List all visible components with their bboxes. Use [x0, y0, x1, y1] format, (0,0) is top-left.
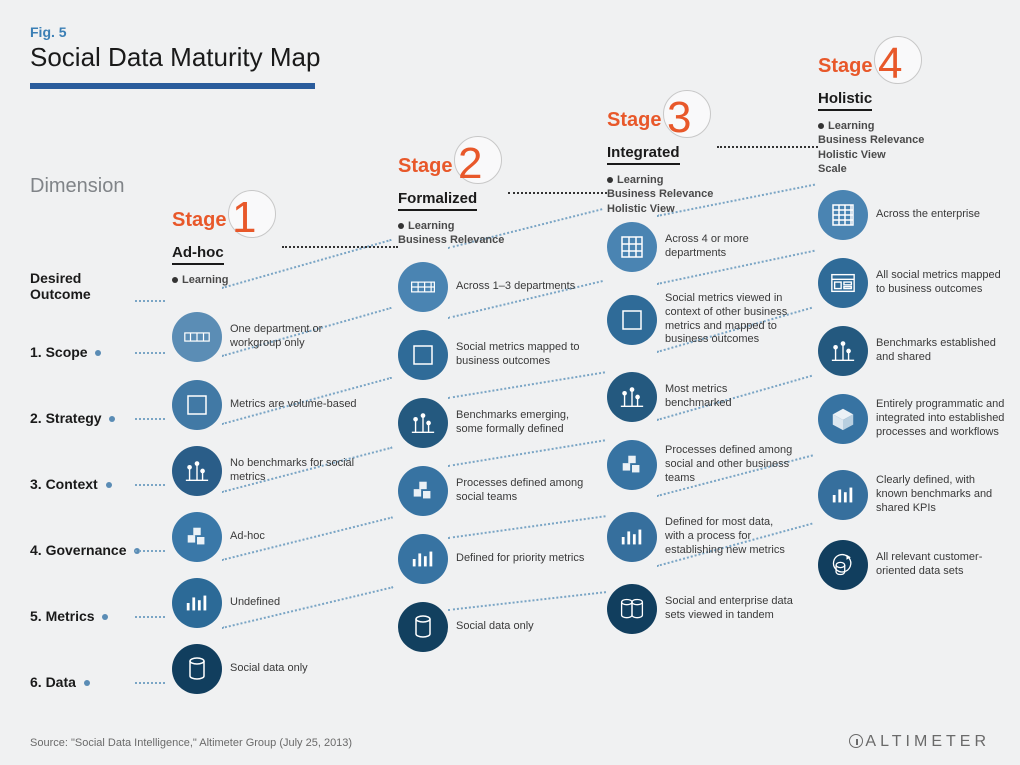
cell-text: Undefined — [230, 596, 280, 610]
maturity-cell: Entirely programmatic and integrated int… — [818, 394, 1006, 444]
cell-icon — [398, 398, 448, 448]
cell-text: One department or workgroup only — [230, 323, 360, 351]
cell-text: No benchmarks for social metrics — [230, 457, 360, 485]
cell-icon — [172, 446, 222, 496]
maturity-cell: Defined for priority metrics — [398, 534, 584, 584]
cell-icon — [607, 295, 657, 345]
cell-text: Across 1–3 departments — [456, 280, 575, 294]
cell-icon — [818, 394, 868, 444]
cell-icon — [818, 470, 868, 520]
stage-header: Stage 2 Formalized LearningBusiness Rele… — [398, 142, 588, 248]
cell-text: Social and enterprise data sets viewed i… — [665, 595, 795, 623]
cell-text: Social metrics mapped to business outcom… — [456, 341, 586, 369]
figure-label: Fig. 5 — [30, 24, 990, 40]
cell-icon — [607, 222, 657, 272]
brand-logo: ALTIMETER — [849, 733, 990, 751]
maturity-cell: One department or workgroup only — [172, 312, 360, 362]
maturity-cell: Across the enterprise — [818, 190, 980, 240]
maturity-cell: Social data only — [172, 644, 308, 694]
cell-icon — [398, 262, 448, 312]
cell-text: Most metrics benchmarked — [665, 383, 795, 411]
cell-text: Defined for most data, with a process fo… — [665, 516, 795, 557]
cell-text: All relevant customer-oriented data sets — [876, 551, 1006, 579]
cell-text: Social data only — [456, 620, 534, 634]
cell-text: All social metrics mapped to business ou… — [876, 269, 1006, 297]
maturity-cell: Processes defined among social teams — [398, 466, 586, 516]
cell-icon — [172, 644, 222, 694]
title-underline — [30, 83, 315, 89]
maturity-cell: All relevant customer-oriented data sets — [818, 540, 1006, 590]
maturity-cell: Most metrics benchmarked — [607, 372, 795, 422]
maturity-cell: Defined for most data, with a process fo… — [607, 512, 795, 562]
dimension-label: 5. Metrics — [30, 608, 108, 624]
cell-icon — [172, 312, 222, 362]
maturity-cell: Across 4 or more departments — [607, 222, 795, 272]
cell-text: Processes defined among social and other… — [665, 444, 795, 485]
cell-icon — [172, 512, 222, 562]
maturity-cell: No benchmarks for social metrics — [172, 446, 360, 496]
cell-text: Social metrics viewed in context of othe… — [665, 292, 795, 347]
maturity-cell: Metrics are volume-based — [172, 380, 357, 430]
stage-header: Stage 4 Holistic LearningBusiness Releva… — [818, 42, 1008, 176]
cell-text: Clearly defined, with known benchmarks a… — [876, 474, 1006, 515]
cell-text: Entirely programmatic and integrated int… — [876, 398, 1006, 439]
maturity-cell: Social metrics viewed in context of othe… — [607, 292, 795, 347]
cell-icon — [607, 584, 657, 634]
cell-text: Social data only — [230, 662, 308, 676]
cell-icon — [398, 602, 448, 652]
container: Fig. 5 Social Data Maturity Map Dimensio… — [0, 0, 1020, 765]
maturity-cell: Undefined — [172, 578, 280, 628]
stage-header: Stage 3 Integrated LearningBusiness Rele… — [607, 96, 797, 216]
cell-text: Benchmarks established and shared — [876, 337, 1006, 365]
maturity-cell: Social and enterprise data sets viewed i… — [607, 584, 795, 634]
dimension-label: 1. Scope — [30, 344, 101, 360]
cell-icon — [607, 372, 657, 422]
dimension-label: 6. Data — [30, 674, 90, 690]
maturity-cell: Processes defined among social and other… — [607, 440, 795, 490]
cell-icon — [398, 534, 448, 584]
cell-icon — [818, 190, 868, 240]
cell-icon — [172, 578, 222, 628]
maturity-cell: Ad-hoc — [172, 512, 265, 562]
cell-text: Ad-hoc — [230, 530, 265, 544]
cell-text: Defined for priority metrics — [456, 552, 584, 566]
cell-icon — [172, 380, 222, 430]
cell-text: Across the enterprise — [876, 208, 980, 222]
cell-text: Processes defined among social teams — [456, 477, 586, 505]
cell-icon — [398, 466, 448, 516]
cell-icon — [607, 440, 657, 490]
cell-icon — [818, 326, 868, 376]
dimension-label: 2. Strategy — [30, 410, 115, 426]
source-text: Source: "Social Data Intelligence," Alti… — [30, 737, 352, 749]
cell-text: Metrics are volume-based — [230, 398, 357, 412]
cell-text: Across 4 or more departments — [665, 233, 795, 261]
cell-icon — [607, 512, 657, 562]
maturity-cell: Benchmarks emerging, some formally defin… — [398, 398, 586, 448]
dimension-label: 3. Context — [30, 476, 112, 492]
cell-icon — [398, 330, 448, 380]
maturity-cell: Social data only — [398, 602, 534, 652]
maturity-cell: Across 1–3 departments — [398, 262, 575, 312]
cell-icon — [818, 540, 868, 590]
maturity-cell: Clearly defined, with known benchmarks a… — [818, 470, 1006, 520]
maturity-cell: Social metrics mapped to business outcom… — [398, 330, 586, 380]
dimension-label: 4. Governance — [30, 542, 140, 558]
maturity-cell: Benchmarks established and shared — [818, 326, 1006, 376]
cell-text: Benchmarks emerging, some formally defin… — [456, 409, 586, 437]
dimension-label: Desired Outcome — [30, 270, 91, 302]
maturity-cell: All social metrics mapped to business ou… — [818, 258, 1006, 308]
cell-icon — [818, 258, 868, 308]
stage-header: Stage 1 Ad-hoc Learning — [172, 196, 362, 287]
